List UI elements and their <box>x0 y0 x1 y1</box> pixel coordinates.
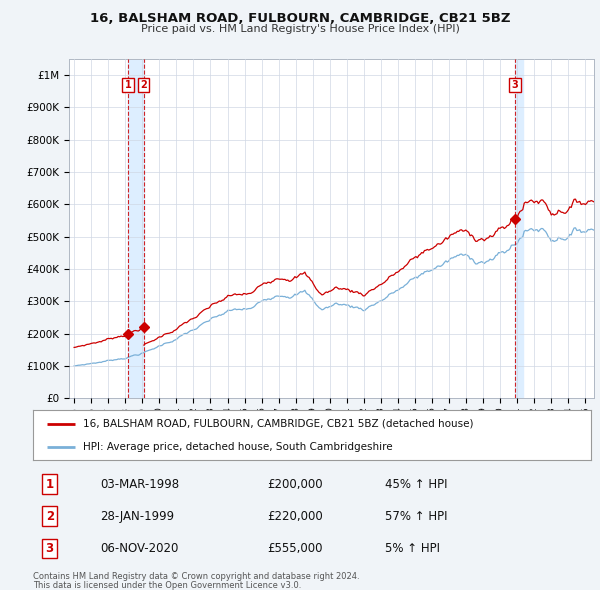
Text: 1: 1 <box>125 80 131 90</box>
Text: 45% ↑ HPI: 45% ↑ HPI <box>385 478 447 491</box>
Text: 2: 2 <box>140 80 147 90</box>
Text: 03-MAR-1998: 03-MAR-1998 <box>100 478 179 491</box>
Text: HPI: Average price, detached house, South Cambridgeshire: HPI: Average price, detached house, Sout… <box>83 442 393 452</box>
Text: 3: 3 <box>511 80 518 90</box>
Text: Price paid vs. HM Land Registry's House Price Index (HPI): Price paid vs. HM Land Registry's House … <box>140 24 460 34</box>
Text: 2: 2 <box>46 510 54 523</box>
Text: £220,000: £220,000 <box>268 510 323 523</box>
Bar <box>515 59 523 398</box>
Text: £555,000: £555,000 <box>268 542 323 555</box>
Text: 06-NOV-2020: 06-NOV-2020 <box>100 542 178 555</box>
Text: 5% ↑ HPI: 5% ↑ HPI <box>385 542 440 555</box>
Text: 57% ↑ HPI: 57% ↑ HPI <box>385 510 447 523</box>
Text: Contains HM Land Registry data © Crown copyright and database right 2024.: Contains HM Land Registry data © Crown c… <box>33 572 359 581</box>
Text: 16, BALSHAM ROAD, FULBOURN, CAMBRIDGE, CB21 5BZ (detached house): 16, BALSHAM ROAD, FULBOURN, CAMBRIDGE, C… <box>83 418 474 428</box>
Text: £200,000: £200,000 <box>268 478 323 491</box>
Text: This data is licensed under the Open Government Licence v3.0.: This data is licensed under the Open Gov… <box>33 581 301 590</box>
Text: 1: 1 <box>46 478 54 491</box>
Text: 16, BALSHAM ROAD, FULBOURN, CAMBRIDGE, CB21 5BZ: 16, BALSHAM ROAD, FULBOURN, CAMBRIDGE, C… <box>90 12 510 25</box>
Bar <box>128 59 143 398</box>
Text: 3: 3 <box>46 542 54 555</box>
Text: 28-JAN-1999: 28-JAN-1999 <box>100 510 174 523</box>
